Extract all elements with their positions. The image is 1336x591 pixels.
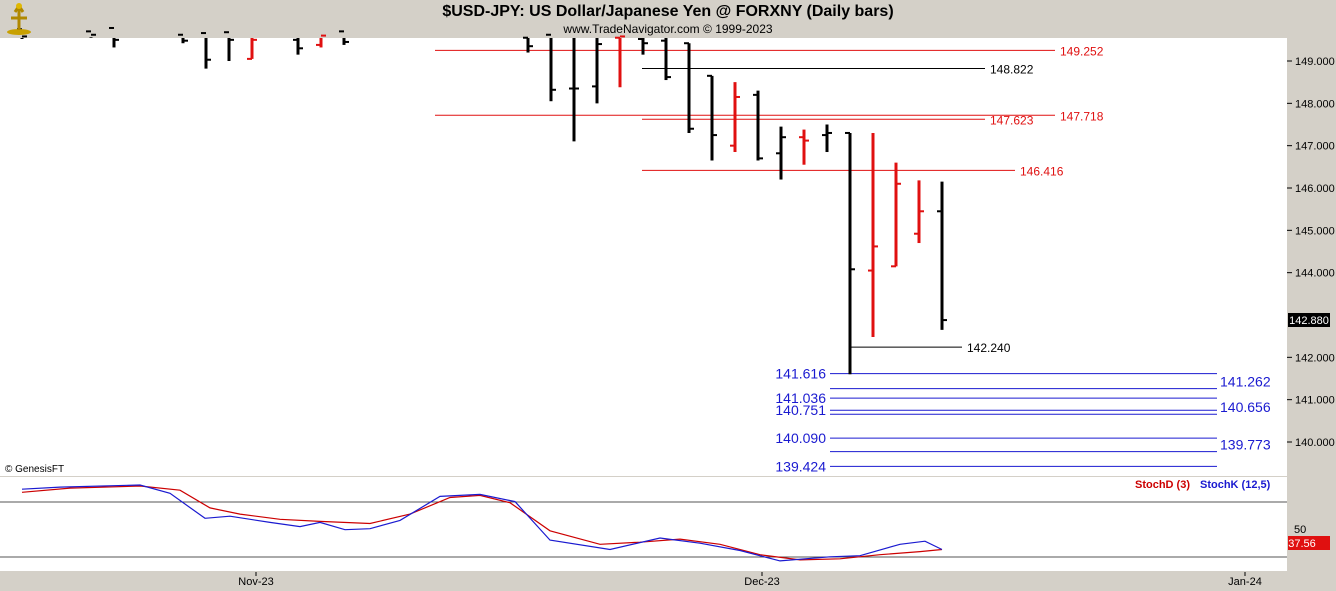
- legend-stochd: StochD (3): [1135, 479, 1190, 491]
- trade-navigator-logo-icon: [7, 3, 31, 35]
- chart-title: $USD-JPY: US Dollar/Japanese Yen @ FORXN…: [442, 3, 894, 20]
- level-label: 148.822: [990, 63, 1034, 77]
- level-label: 139.424: [775, 458, 826, 474]
- chart-subtitle: www.TradeNavigator.com © 1999-2023: [563, 22, 773, 36]
- price-tick-label: 146.000: [1295, 183, 1335, 195]
- level-label: 140.656: [1220, 399, 1271, 415]
- date-tick-label: Nov-23: [238, 576, 273, 588]
- stoch-lines: [21, 484, 943, 562]
- date-tick-label: Dec-23: [744, 576, 779, 588]
- level-label: 139.773: [1220, 437, 1271, 453]
- stoch-axis-50: 50: [1294, 524, 1306, 536]
- price-tick-label: 148.000: [1295, 98, 1335, 110]
- stoch-value-label: 37.56: [1288, 538, 1316, 550]
- stochd-line: [21, 485, 943, 561]
- level-label: 140.751: [775, 402, 826, 418]
- stoch-panel: [0, 477, 1287, 571]
- last-price-tag: 142.880: [1288, 313, 1330, 327]
- level-label: 146.416: [1020, 164, 1064, 178]
- stochk-line: [21, 484, 943, 562]
- price-tick-label: 147.000: [1295, 141, 1335, 153]
- price-tick-label: 140.000: [1295, 437, 1335, 449]
- date-axis: Nov-23 Dec-23 Jan-24: [238, 572, 1262, 588]
- price-tick-label: 144.000: [1295, 268, 1335, 280]
- date-tick-label: Jan-24: [1228, 576, 1262, 588]
- stoch-value-tag: 37.56: [1288, 536, 1330, 550]
- level-label: 149.252: [1060, 44, 1104, 58]
- price-axis: 149.000 148.000 147.000 146.000 145.000 144.0…: [1287, 56, 1335, 449]
- last-price-label: 142.880: [1289, 315, 1329, 327]
- legend-stochk: StochK (12,5): [1200, 479, 1271, 491]
- level-label: 141.036: [775, 390, 826, 406]
- level-label: 141.616: [775, 366, 826, 382]
- price-tick-label: 145.000: [1295, 225, 1335, 237]
- price-bars: [17, 26, 947, 375]
- level-label: 147.623: [990, 113, 1034, 127]
- copyright-label: © GenesisFT: [5, 464, 64, 475]
- price-panel: [0, 38, 1287, 476]
- level-label: 140.090: [775, 430, 826, 446]
- level-lines: 149.252 148.822 147.718 147.623 146.416 142.2…: [435, 44, 1271, 474]
- price-tick-label: 141.000: [1295, 395, 1335, 407]
- price-tick-label: 149.000: [1295, 56, 1335, 68]
- level-label: 142.240: [967, 341, 1011, 355]
- level-label: 147.718: [1060, 109, 1104, 123]
- price-tick-label: 142.000: [1295, 352, 1335, 364]
- level-label: 141.262: [1220, 374, 1271, 390]
